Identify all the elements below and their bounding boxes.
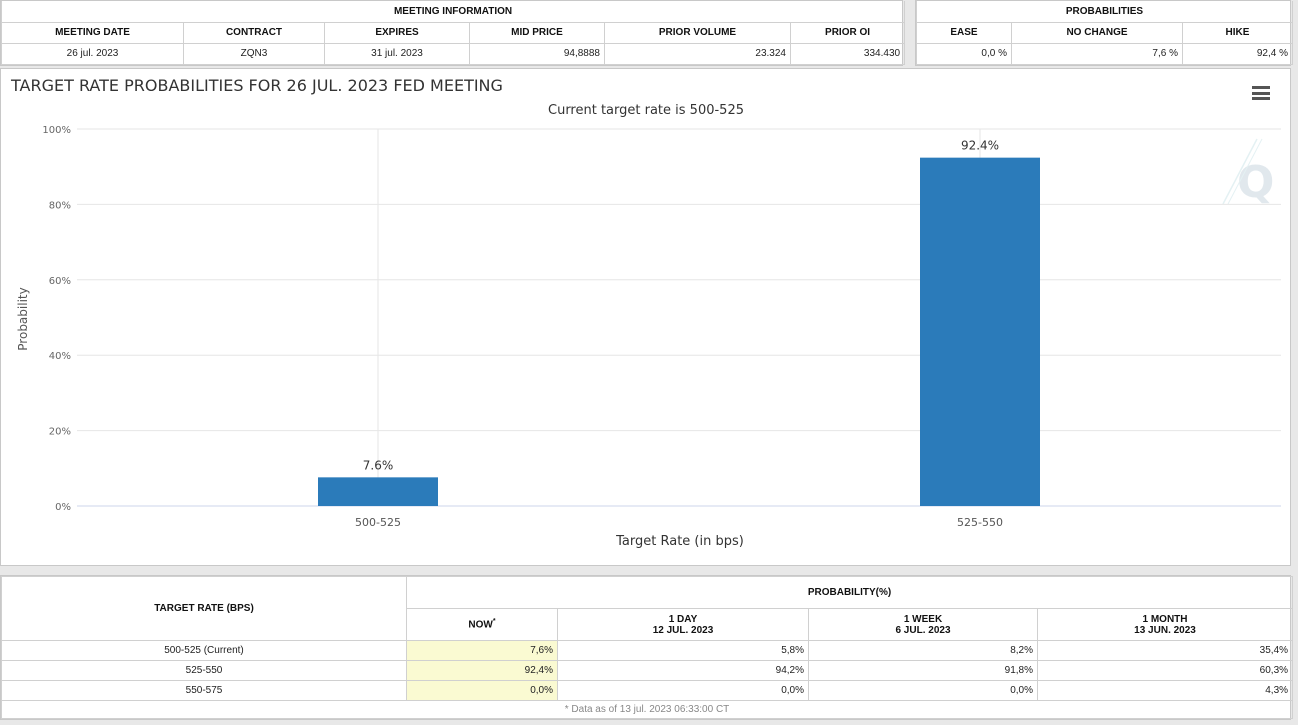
one-day-value: 94,2% bbox=[557, 660, 809, 681]
y-tick-label: 40% bbox=[49, 351, 71, 362]
svg-text:Q: Q bbox=[1237, 157, 1274, 208]
meeting-info-panel: MEETING INFORMATION MEETING DATE CONTRAC… bbox=[0, 0, 906, 66]
data-timestamp-footnote: * Data as of 13 jul. 2023 06:33:00 CT bbox=[0, 700, 1294, 719]
one-week-label: 1 WEEK bbox=[903, 613, 943, 625]
bar-525-550[interactable] bbox=[920, 157, 1040, 506]
one-day-value: 5,8% bbox=[557, 640, 809, 661]
hike-header: HIKE bbox=[1182, 21, 1293, 44]
y-axis-label: Probability bbox=[16, 287, 30, 350]
no-change-value: 7,6 % bbox=[1011, 42, 1183, 65]
ease-header: EASE bbox=[916, 21, 1012, 44]
rate-cell: 525-550 bbox=[1, 660, 407, 681]
rate-cell: 500-525 (Current) bbox=[1, 640, 407, 661]
probabilities-title: PROBABILITIES bbox=[916, 1, 1293, 23]
target-rate-header: TARGET RATE (BPS) bbox=[1, 576, 407, 641]
one-day-label: 1 DAY bbox=[668, 613, 698, 625]
rate-cell: 550-575 bbox=[1, 680, 407, 701]
one-day-date: 12 JUL. 2023 bbox=[652, 624, 714, 636]
no-change-header: NO CHANGE bbox=[1011, 21, 1183, 44]
meeting-info-title: MEETING INFORMATION bbox=[0, 1, 906, 23]
y-tick-label: 100% bbox=[42, 125, 71, 136]
probabilities-table: PROBABILITIES EASE NO CHANGE HIKE 0,0 % … bbox=[916, 1, 1293, 65]
expires-value: 31 jul. 2023 bbox=[324, 42, 470, 65]
one-month-date: 13 JUN. 2023 bbox=[1134, 624, 1196, 636]
table-row: 550-575 0,0% 0,0% 0,0% 4,3% bbox=[1, 680, 1294, 701]
one-month-label: 1 MONTH bbox=[1142, 613, 1188, 625]
one-month-value: 35,4% bbox=[1036, 640, 1294, 661]
ease-value: 0,0 % bbox=[916, 42, 1012, 65]
now-footnote-mark: * bbox=[492, 618, 496, 626]
bar-500-525[interactable] bbox=[318, 477, 438, 506]
contract-header: CONTRACT bbox=[183, 21, 325, 44]
meeting-date-header: MEETING DATE bbox=[1, 21, 184, 44]
prior-oi-value: 334.430 bbox=[789, 42, 906, 65]
y-tick-label: 60% bbox=[49, 276, 71, 287]
chart-grid bbox=[77, 128, 1281, 507]
one-month-column-header: 1 MONTH 13 JUN. 2023 bbox=[1036, 608, 1294, 641]
probability-chart: TARGET RATE PROBABILITIES FOR 26 JUL. 20… bbox=[10, 76, 1281, 549]
now-value: 92,4% bbox=[406, 660, 558, 681]
probability-group-header: PROBABILITY(%) bbox=[405, 576, 1294, 609]
bar-data-label: 92.4% bbox=[961, 139, 999, 153]
meeting-info-table: MEETING INFORMATION MEETING DATE CONTRAC… bbox=[0, 1, 906, 65]
x-axis-label: Target Rate (in bps) bbox=[615, 534, 744, 549]
one-week-value: 8,2% bbox=[808, 640, 1038, 661]
x-tick-label: 500-525 bbox=[355, 516, 401, 529]
x-axis-ticks: 500-525 525-550 bbox=[355, 516, 1003, 529]
one-week-value: 91,8% bbox=[808, 660, 1038, 681]
now-column-header: NOW* bbox=[406, 608, 558, 641]
one-month-value: 60,3% bbox=[1036, 660, 1294, 681]
mid-price-header: MID PRICE bbox=[469, 21, 605, 44]
contract-value: ZQN3 bbox=[183, 42, 325, 65]
bar-data-label: 7.6% bbox=[363, 458, 394, 472]
expires-header: EXPIRES bbox=[324, 21, 470, 44]
hamburger-menu-icon[interactable] bbox=[1252, 86, 1270, 100]
table-row: 500-525 (Current) 7,6% 5,8% 8,2% 35,4% bbox=[1, 640, 1294, 661]
one-day-column-header: 1 DAY 12 JUL. 2023 bbox=[557, 608, 809, 641]
one-month-value: 4,3% bbox=[1036, 680, 1294, 701]
prior-oi-header: PRIOR OI bbox=[789, 21, 906, 44]
chart-bars: 7.6% 92.4% bbox=[318, 139, 1040, 506]
one-week-value: 0,0% bbox=[808, 680, 1038, 701]
chart-title: TARGET RATE PROBABILITIES FOR 26 JUL. 20… bbox=[10, 76, 503, 95]
watermark-logo-icon: Q bbox=[1222, 138, 1274, 208]
meeting-date-value: 26 jul. 2023 bbox=[1, 42, 184, 65]
hike-value: 92,4 % bbox=[1182, 42, 1293, 65]
table-row: 525-550 92,4% 94,2% 91,8% 60,3% bbox=[1, 660, 1294, 681]
chart-subtitle: Current target rate is 500-525 bbox=[548, 103, 744, 118]
x-tick-label: 525-550 bbox=[957, 516, 1003, 529]
y-tick-label: 0% bbox=[55, 502, 71, 513]
y-tick-label: 80% bbox=[49, 200, 71, 211]
chart-panel: TARGET RATE PROBABILITIES FOR 26 JUL. 20… bbox=[0, 68, 1291, 566]
one-week-column-header: 1 WEEK 6 JUL. 2023 bbox=[808, 608, 1038, 641]
one-week-date: 6 JUL. 2023 bbox=[895, 624, 951, 636]
history-table: TARGET RATE (BPS) PROBABILITY(%) NOW* 1 … bbox=[0, 576, 1294, 719]
mid-price-value: 94,8888 bbox=[469, 42, 605, 65]
probabilities-panel: PROBABILITIES EASE NO CHANGE HIKE 0,0 % … bbox=[915, 0, 1293, 66]
now-label: NOW bbox=[468, 619, 493, 631]
now-value: 7,6% bbox=[406, 640, 558, 661]
y-axis-ticks: 0% 20% 40% 60% 80% 100% bbox=[42, 125, 71, 513]
history-panel: TARGET RATE (BPS) PROBABILITY(%) NOW* 1 … bbox=[0, 575, 1294, 720]
prior-volume-header: PRIOR VOLUME bbox=[604, 21, 791, 44]
y-tick-label: 20% bbox=[49, 427, 71, 438]
one-day-value: 0,0% bbox=[557, 680, 809, 701]
now-value: 0,0% bbox=[406, 680, 558, 701]
prior-volume-value: 23.324 bbox=[604, 42, 791, 65]
